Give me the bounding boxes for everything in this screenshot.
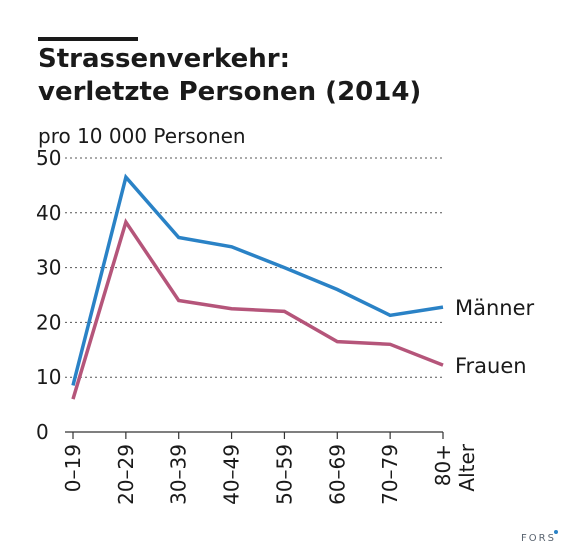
series-label-männer: Männer xyxy=(455,296,535,320)
x-tick-label: 20–29 xyxy=(114,444,138,505)
series-line-männer xyxy=(71,173,444,386)
series-labels: Männer Frauen xyxy=(455,296,535,378)
brand-dot-icon xyxy=(554,530,558,534)
y-tick-label: 0 xyxy=(36,420,49,444)
x-tick-label: 0–19 xyxy=(61,444,85,492)
unit-label: pro 10 000 Personen xyxy=(38,124,246,148)
series-label-frauen: Frauen xyxy=(455,354,527,378)
x-tick-label: 40–49 xyxy=(220,444,244,505)
y-tick-label: 30 xyxy=(36,256,61,280)
y-tick-label: 10 xyxy=(36,365,61,389)
fors-logo: FORS xyxy=(521,530,558,544)
chart-title-line-2: verletzte Personen (2014) xyxy=(38,77,421,107)
y-tick-label: 20 xyxy=(36,310,61,334)
y-tick-label: 50 xyxy=(36,146,61,170)
x-tick-label: 60–69 xyxy=(325,444,349,505)
y-axis-ticks: 0 10 20 30 40 50 xyxy=(36,146,61,444)
x-tick-label: 80+ xyxy=(431,444,455,486)
x-axis-title: Alter xyxy=(455,443,479,491)
series-lines xyxy=(71,173,444,400)
grid-lines xyxy=(65,157,443,433)
series-line-frauen xyxy=(71,218,444,400)
x-tick-label: 70–79 xyxy=(378,444,402,505)
y-tick-label: 40 xyxy=(36,201,61,225)
brand-text: FORS xyxy=(521,533,556,544)
x-tick-label: 50–59 xyxy=(272,444,296,505)
x-tick-label: 30–39 xyxy=(167,444,191,505)
x-axis: 0–19 20–29 30–39 40–49 50–59 60–69 70–79 80+ Alt… xyxy=(61,432,479,505)
chart-title-line-1: Strassenverkehr: xyxy=(38,44,290,74)
title-accent-bar xyxy=(38,37,138,41)
